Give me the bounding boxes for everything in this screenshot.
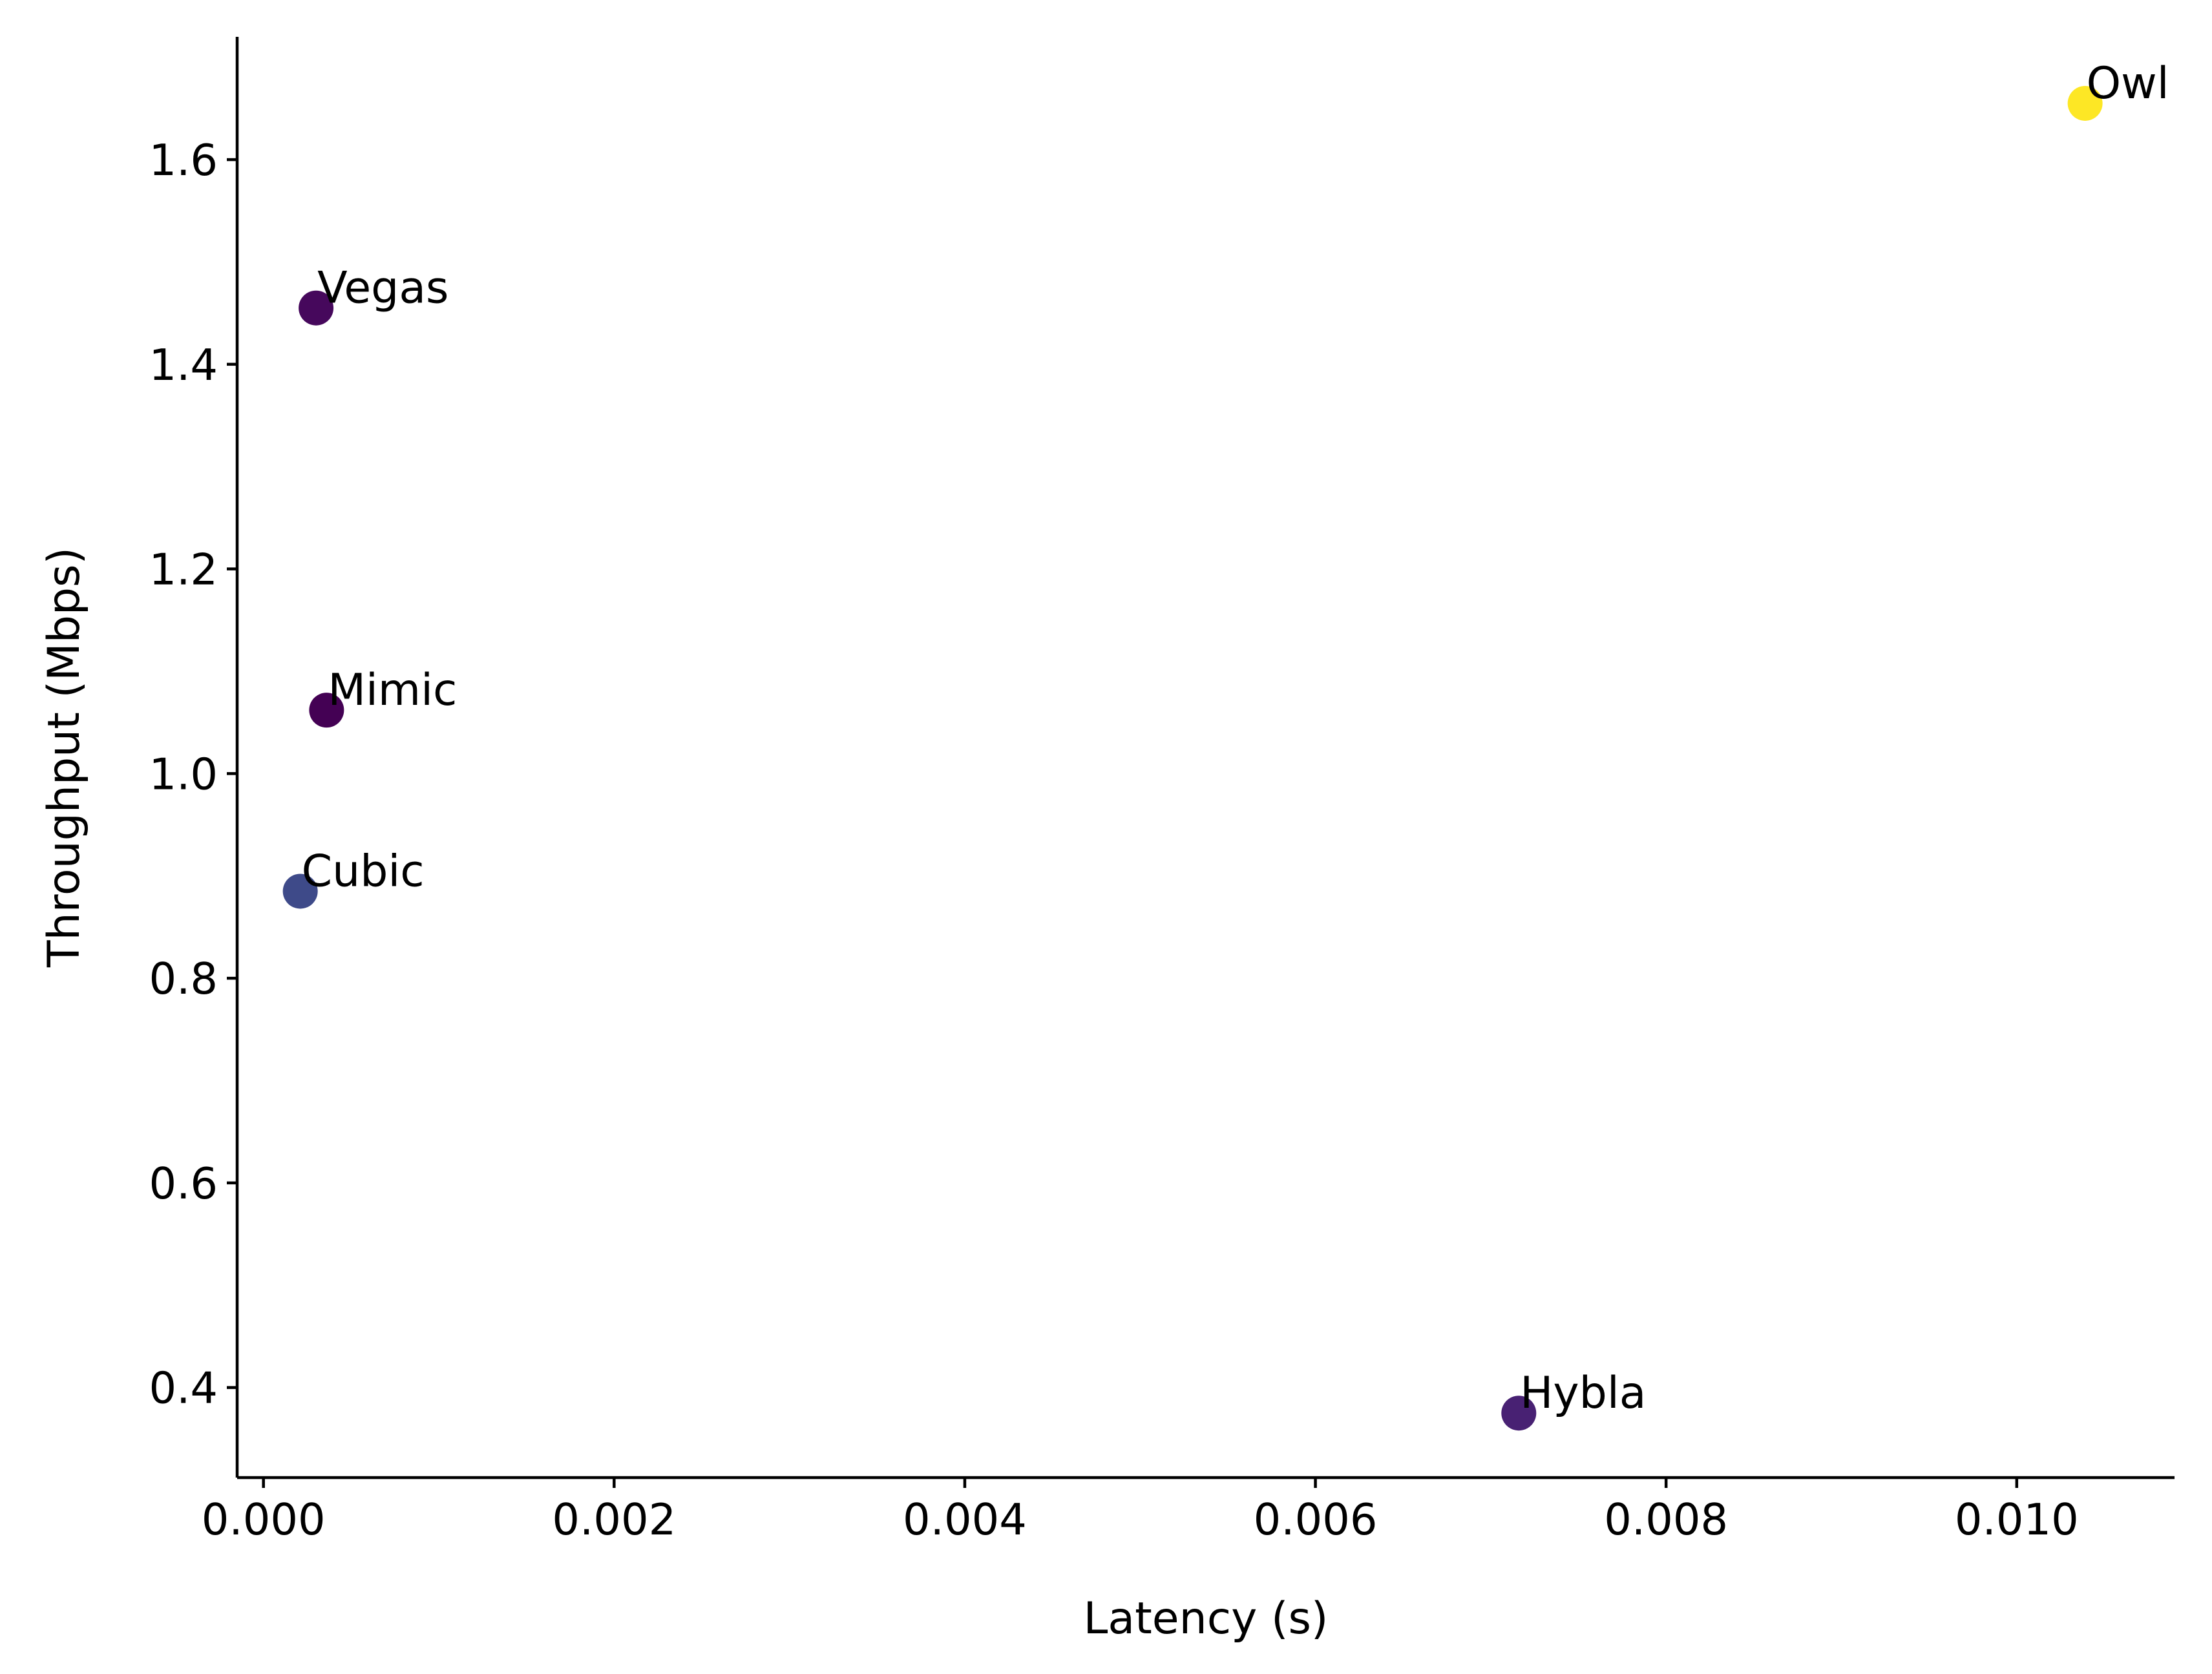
data-point-vegas — [299, 290, 334, 326]
point-label-mimic: Mimic — [328, 665, 457, 716]
point-label-cubic: Cubic — [302, 846, 425, 897]
y-tick-label: 1.2 — [149, 545, 218, 595]
data-point-cubic — [282, 874, 318, 909]
y-tick-label: 1.0 — [149, 749, 218, 799]
x-tick-label: 0.004 — [903, 1494, 1027, 1545]
x-tick-label: 0.002 — [552, 1494, 676, 1545]
data-point-mimic — [309, 693, 344, 728]
data-points: Owl Vegas Mimic Cubic Hybla — [282, 58, 2169, 1431]
x-tick-label: 0.000 — [202, 1494, 326, 1545]
x-axis-title: Latency (s) — [1084, 1593, 1329, 1644]
y-tick-label: 0.8 — [149, 954, 218, 1004]
x-tick-label: 0.010 — [1955, 1494, 2079, 1545]
point-label-vegas: Vegas — [317, 263, 448, 314]
point-label-hybla: Hybla — [1520, 1368, 1646, 1419]
y-tick-label: 1.6 — [149, 135, 218, 185]
x-tick-label: 0.006 — [1254, 1494, 1378, 1545]
y-axis-ticks: 0.4 0.6 0.8 1.0 1.2 1.4 1.6 — [149, 135, 237, 1414]
data-point-hybla — [1501, 1396, 1537, 1431]
y-axis-title: Throughput (Mbps) — [39, 547, 90, 968]
point-label-owl: Owl — [2087, 58, 2169, 109]
data-point-owl — [2067, 85, 2103, 121]
y-tick-label: 1.4 — [149, 340, 218, 390]
x-axis-ticks: 0.000 0.002 0.004 0.006 0.008 0.010 — [202, 1478, 2079, 1545]
y-tick-label: 0.4 — [149, 1363, 218, 1414]
x-tick-label: 0.008 — [1604, 1494, 1728, 1545]
y-tick-label: 0.6 — [149, 1158, 218, 1209]
